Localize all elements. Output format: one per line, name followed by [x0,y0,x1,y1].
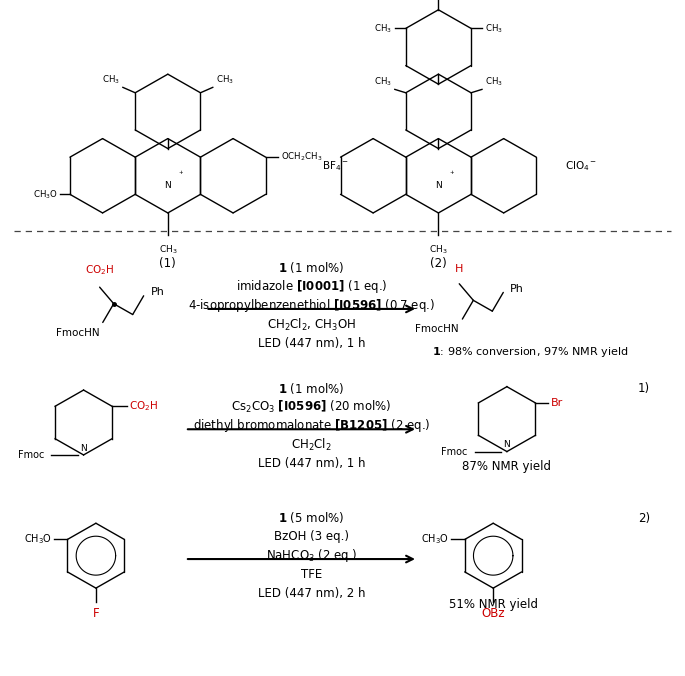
Text: $\mathbf{1}$ (1 mol%): $\mathbf{1}$ (1 mol%) [279,381,345,395]
Text: CH$_3$: CH$_3$ [485,22,503,34]
Text: F: F [92,607,99,620]
Text: CO$_2$H: CO$_2$H [129,400,158,413]
Text: $^+$: $^+$ [448,170,455,178]
Text: Fmoc: Fmoc [441,447,468,456]
Text: CH$_3$: CH$_3$ [158,243,177,256]
Text: $^+$: $^+$ [177,170,184,178]
Text: CH$_3$O: CH$_3$O [421,533,449,546]
Text: 4-isopropylbenzenethiol $\mathbf{[I0596]}$ (0.7 eq.): 4-isopropylbenzenethiol $\mathbf{[I0596]… [188,297,435,314]
Text: $\mathbf{1}$ (1 mol%): $\mathbf{1}$ (1 mol%) [279,260,345,275]
Text: CO$_2$H: CO$_2$H [85,263,114,277]
Text: LED (447 nm), 1 h: LED (447 nm), 1 h [258,457,365,470]
Text: Ph: Ph [151,287,164,297]
Text: imidazole $\mathbf{[I0001]}$ (1 eq.): imidazole $\mathbf{[I0001]}$ (1 eq.) [236,278,388,295]
Text: CH$_3$: CH$_3$ [374,22,392,34]
Text: BzOH (3 eq.): BzOH (3 eq.) [274,530,349,544]
Text: CH$_3$: CH$_3$ [102,74,120,86]
Text: CH$_3$: CH$_3$ [429,243,448,256]
Text: CH$_2$Cl$_2$, CH$_3$OH: CH$_2$Cl$_2$, CH$_3$OH [267,316,356,333]
Text: Br: Br [551,398,562,408]
Text: CH$_3$O: CH$_3$O [24,533,51,546]
Text: Ph: Ph [510,284,524,294]
Text: FmocHN: FmocHN [55,328,99,337]
Text: diethyl bromomalonate $\mathbf{[B1205]}$ (2 eq.): diethyl bromomalonate $\mathbf{[B1205]}$… [193,417,430,435]
Text: 1): 1) [638,382,650,395]
Text: OBz: OBz [482,607,505,620]
Text: CH$_3$: CH$_3$ [374,76,392,88]
Text: Fmoc: Fmoc [18,450,45,460]
Text: N: N [164,180,171,189]
Text: (2): (2) [430,257,447,270]
Text: N: N [503,440,510,450]
Text: (1): (1) [160,257,176,270]
Text: ClO$_4$$^-$: ClO$_4$$^-$ [565,159,597,172]
Text: CH$_3$O: CH$_3$O [33,188,58,201]
Text: CH$_3$: CH$_3$ [485,76,503,88]
Text: N: N [80,443,87,453]
Text: OCH$_2$CH$_3$: OCH$_2$CH$_3$ [281,151,322,164]
Text: $\mathbf{1}$: 98% conversion, 97% NMR yield: $\mathbf{1}$: 98% conversion, 97% NMR yi… [432,345,628,358]
Text: 87% NMR yield: 87% NMR yield [462,460,551,473]
Text: Cs$_2$CO$_3$ $\mathbf{[I0596]}$ (20 mol%): Cs$_2$CO$_3$ $\mathbf{[I0596]}$ (20 mol%… [232,399,392,415]
Text: 51% NMR yield: 51% NMR yield [449,598,538,611]
Text: H: H [455,264,464,274]
Text: LED (447 nm), 1 h: LED (447 nm), 1 h [258,337,365,350]
Text: CH$_3$: CH$_3$ [216,74,234,86]
Text: N: N [435,180,442,189]
Text: LED (447 nm), 2 h: LED (447 nm), 2 h [258,587,365,600]
Text: TFE: TFE [301,568,323,581]
Text: BF$_4$$^-$: BF$_4$$^-$ [322,159,349,172]
Text: 2): 2) [638,512,650,525]
Text: CH$_2$Cl$_2$: CH$_2$Cl$_2$ [291,437,332,453]
Text: FmocHN: FmocHN [415,324,459,334]
Text: NaHCO$_3$ (2 eq.): NaHCO$_3$ (2 eq.) [266,547,358,564]
Text: $\mathbf{1}$ (5 mol%): $\mathbf{1}$ (5 mol%) [279,510,345,525]
